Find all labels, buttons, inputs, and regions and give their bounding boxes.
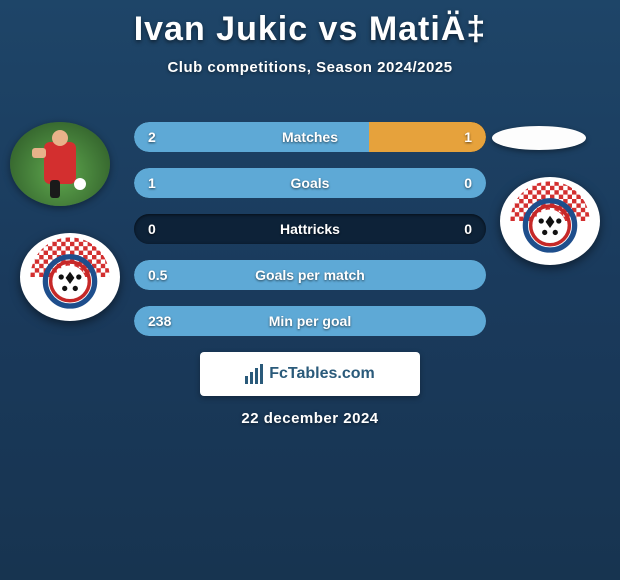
stat-value-left: 0 bbox=[148, 221, 156, 237]
stat-row: 1 0 Goals bbox=[134, 168, 486, 198]
stat-label: Goals per match bbox=[255, 267, 365, 283]
stat-value-left: 238 bbox=[148, 313, 171, 329]
stat-value-right: 0 bbox=[464, 175, 472, 191]
stat-value-left: 0.5 bbox=[148, 267, 167, 283]
date-text: 22 december 2024 bbox=[241, 410, 378, 427]
stat-row: 238 Min per goal bbox=[134, 306, 486, 336]
club-badge-left-svg bbox=[20, 233, 120, 321]
club-badge-right-svg bbox=[500, 177, 600, 265]
stat-value-left: 2 bbox=[148, 129, 156, 145]
stat-value-right: 1 bbox=[464, 129, 472, 145]
stat-row: 0.5 Goals per match bbox=[134, 260, 486, 290]
player-left-avatar bbox=[10, 122, 110, 206]
stat-row: 0 0 Hattricks bbox=[134, 214, 486, 244]
logo-bars-icon bbox=[245, 364, 263, 384]
stat-value-right: 0 bbox=[464, 221, 472, 237]
club-badge-left bbox=[20, 233, 120, 321]
stat-value-left: 1 bbox=[148, 175, 156, 191]
player-right-avatar-placeholder bbox=[492, 126, 586, 150]
stats-container: 2 1 Matches 1 0 Goals 0 0 Hattricks 0.5 Goals per … bbox=[134, 122, 486, 352]
stat-label: Hattricks bbox=[280, 221, 340, 237]
stat-label: Matches bbox=[282, 129, 338, 145]
subtitle: Club competitions, Season 2024/2025 bbox=[0, 59, 620, 76]
stat-label: Min per goal bbox=[269, 313, 351, 329]
club-badge-right bbox=[500, 177, 600, 265]
fctables-logo: FcTables.com bbox=[200, 352, 420, 396]
stat-row: 2 1 Matches bbox=[134, 122, 486, 152]
logo-text: FcTables.com bbox=[269, 365, 375, 383]
stat-label: Goals bbox=[291, 175, 330, 191]
page-title: Ivan Jukic vs MatiÄ‡ bbox=[0, 0, 620, 49]
